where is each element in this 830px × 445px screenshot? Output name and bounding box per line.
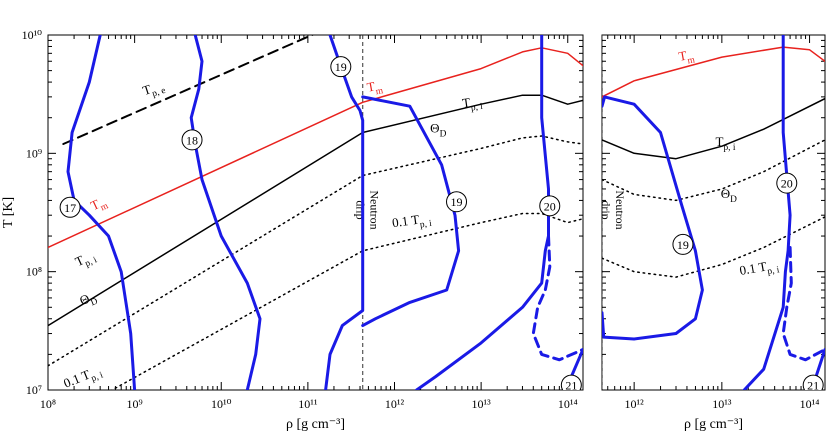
- curve-number-circle: [539, 195, 561, 217]
- series-20: [742, 35, 792, 390]
- x-axis-label: ρ [g cm⁻³]: [286, 417, 345, 432]
- curve-label-d: ΘD: [430, 120, 446, 139]
- curve-number-circle: [672, 233, 694, 255]
- neutron-drip-label: Neutrondrip: [354, 190, 382, 229]
- curve-label-d: ΘD: [721, 186, 737, 205]
- x-tick-label: 10⁸: [40, 397, 56, 411]
- x-axis: 10¹² 10¹³ 10¹⁴: [607, 35, 820, 411]
- curve-number-text: 19: [335, 60, 347, 74]
- y-tick-label: 10⁸: [26, 265, 42, 279]
- x-tick-label: 10¹²: [625, 397, 645, 411]
- curve-number-20: 20: [539, 195, 561, 217]
- plot-frame: [601, 34, 826, 391]
- series-d: [602, 139, 825, 202]
- series-tp-i: [602, 97, 825, 160]
- plot-area: Neutrondrip Tm Tp, i ΘD 0.1 Tp, i 19 20 21: [599, 35, 825, 393]
- y-axis: [602, 34, 825, 391]
- y-axis: 10⁷ 10⁸ 10⁹ 10¹⁰: [22, 28, 583, 397]
- curve-number-circle: [59, 196, 81, 218]
- y-tick-label: 10¹⁰: [22, 28, 43, 42]
- curve-number-21: 21: [560, 374, 582, 393]
- y-tick-label: 10⁹: [26, 146, 42, 160]
- curve-label-tm: Tm: [366, 77, 385, 98]
- series-18: [189, 35, 262, 390]
- x-tick-label: 10¹³: [712, 397, 732, 411]
- curve-label-tm: Tm: [677, 46, 696, 67]
- x-tick-label: 10¹⁰: [211, 397, 232, 411]
- series-19-b: [361, 95, 461, 328]
- x-tick-label: 10¹⁴: [800, 397, 820, 411]
- series-tm: [602, 46, 825, 98]
- curve-label-0-1-tp-i: 0.1 Tp, i: [391, 210, 433, 234]
- curve-label-tm: Tm: [88, 193, 110, 217]
- x-tick-label: 10⁹: [127, 397, 143, 411]
- curve-label-0-1-tp-i: 0.1 Tp, i: [738, 256, 780, 282]
- curve-number-circle: [330, 56, 352, 78]
- curve-number-20: 20: [776, 172, 798, 194]
- x-axis: 10⁸ 10⁹ 10¹⁰ 10¹¹ 10¹² 10¹³ 10¹⁴: [40, 35, 578, 411]
- series-tp-e: [62, 35, 315, 145]
- series-20-dashed: [781, 246, 825, 362]
- curve-label-tp-i: Tp, i: [461, 93, 484, 115]
- curve-number-circle: [446, 191, 468, 213]
- curve-number-text: 21: [807, 379, 819, 393]
- curve-number-18: 18: [181, 129, 203, 151]
- curve-number-text: 18: [186, 133, 198, 147]
- neutron-drip-label: Neutrondrip: [599, 190, 627, 229]
- x-tick-label: 10¹²: [385, 397, 405, 411]
- curve-label-tp-i: Tp, i: [73, 247, 99, 273]
- plot-frame: [47, 34, 584, 391]
- curve-number-circle: [802, 374, 824, 390]
- curve-label-tp-i: Tp, i: [716, 134, 736, 153]
- curve-number-17: 17: [59, 196, 81, 218]
- curve-number-19: 19: [330, 56, 352, 78]
- series-tm: [48, 47, 583, 249]
- y-axis-label: T [K]: [1, 197, 16, 228]
- curve-number-21: 21: [802, 374, 824, 393]
- curve-number-text: 19: [677, 238, 689, 252]
- x-tick-label: 10¹⁴: [558, 397, 578, 411]
- curve-label-tp-e: Tp, e: [141, 77, 167, 102]
- series-0-1-tp-i: [110, 212, 583, 390]
- series-20-dashed: [531, 234, 583, 362]
- curve-number-text: 17: [64, 201, 76, 215]
- curve-number-circle: [560, 374, 582, 390]
- x-tick-label: 10¹³: [472, 397, 492, 411]
- plot-area: Neutrondrip Tp, e Tm Tm Tp, i Tp, i ΘD ΘD 0.1 Tp…: [48, 35, 583, 393]
- curve-number-circle: [776, 172, 798, 194]
- curve-number-text: 20: [544, 199, 556, 213]
- x-tick-label: 10¹¹: [298, 397, 318, 411]
- right-panel: 10¹² 10¹³ 10¹⁴ ρ [g cm⁻³] Neutrondrip Tm Tp, i…: [599, 34, 826, 432]
- curve-number-text: 20: [781, 177, 793, 191]
- series-20: [415, 35, 550, 390]
- x-axis-label: ρ [g cm⁻³]: [684, 417, 743, 432]
- series-19: [602, 95, 704, 341]
- curve-number-19: 19: [446, 191, 468, 213]
- curve-number-text: 19: [451, 195, 463, 209]
- left-panel: 10⁸ 10⁹ 10¹⁰ 10¹¹ 10¹² 10¹³ 10¹⁴10⁷10⁸10⁹10¹⁰ρ…: [1, 28, 584, 432]
- series-19-a: [324, 35, 365, 390]
- curve-number-text: 21: [565, 379, 577, 393]
- curve-label-d: ΘD: [77, 288, 99, 312]
- y-tick-label: 10⁷: [26, 383, 42, 397]
- curve-number-19: 19: [672, 233, 694, 255]
- series-d: [48, 135, 583, 367]
- series-17: [66, 35, 137, 390]
- curve-number-circle: [181, 129, 203, 151]
